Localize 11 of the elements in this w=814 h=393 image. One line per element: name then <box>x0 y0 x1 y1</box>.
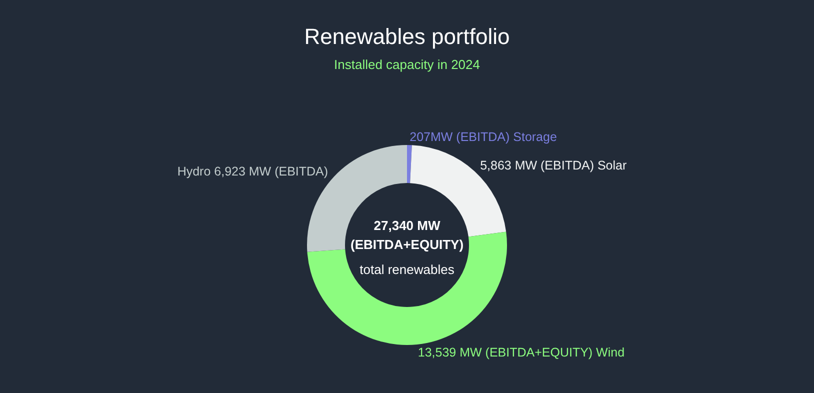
chart-subtitle: Installed capacity in 2024 <box>334 57 480 72</box>
slice-label: 5,863 MW (EBITDA) Solar <box>480 158 627 172</box>
text: (EBITDA+EQUITY) <box>350 237 464 252</box>
text: total renewables <box>360 262 455 277</box>
slice-label: 13,539 MW (EBITDA+EQUITY) Wind <box>418 345 625 360</box>
slice-label: Hydro 6,923 MW (EBITDA) <box>177 164 328 178</box>
chart-title: Renewables portfolio <box>304 24 510 49</box>
text: 27,340 MW <box>374 218 441 233</box>
donut-slice <box>407 145 412 184</box>
donut-slice <box>307 232 507 345</box>
slice-label: 207MW (EBITDA) Storage <box>410 130 557 144</box>
